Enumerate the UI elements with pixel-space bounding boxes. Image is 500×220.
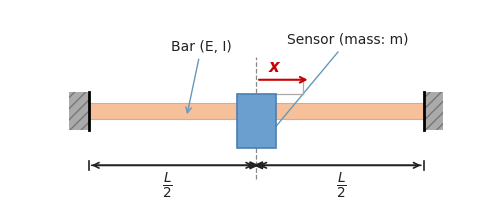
Bar bbox=[70, 92, 89, 130]
Text: Bar (E, I): Bar (E, I) bbox=[171, 40, 232, 113]
Text: $\frac{L}{2}$: $\frac{L}{2}$ bbox=[336, 170, 347, 201]
Bar bbox=[424, 92, 443, 130]
Text: x: x bbox=[268, 58, 279, 76]
Bar bbox=[237, 94, 276, 148]
Bar bbox=[89, 103, 424, 119]
Text: Sensor (mass: m): Sensor (mass: m) bbox=[259, 33, 409, 147]
Text: $\frac{L}{2}$: $\frac{L}{2}$ bbox=[162, 170, 172, 201]
